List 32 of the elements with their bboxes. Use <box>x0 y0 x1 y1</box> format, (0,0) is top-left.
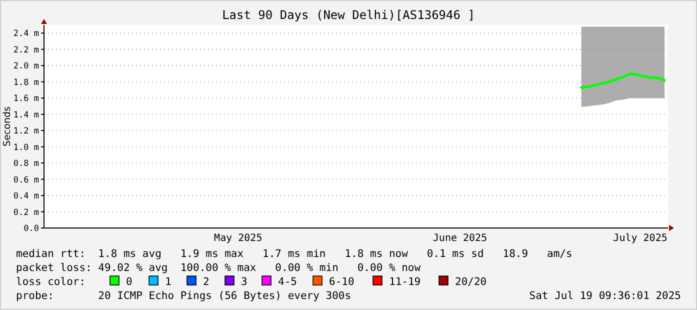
text: 11-19 <box>389 276 421 288</box>
text: Sat Jul 19 09:36:01 2025 <box>529 290 681 302</box>
y-axis-title: Seconds <box>2 106 13 146</box>
x-tick-label: July 2025 <box>613 233 668 244</box>
text: 6-10 <box>329 276 354 288</box>
y-tick-label: 1.6 m <box>13 94 39 104</box>
y-tick-label: 2.2 m <box>13 45 39 56</box>
y-tick-label: 2.4 m <box>13 29 39 40</box>
text: median rtt: 1.8 ms avg 1.9 ms max 1.7 ms min 1.8 ms now 0.1 ms sd 18.9 am/s <box>16 248 572 260</box>
y-tick-label: 0.6 m <box>13 175 39 186</box>
text: packet loss: 49.02 % avg 100.00 % max 0.00 % min 0.00 % now <box>16 262 422 274</box>
y-tick-label: 1.2 m <box>13 126 39 137</box>
y-tick-label: 0.2 m <box>13 208 39 218</box>
chart-title: Last 90 Days (New Delhi)[AS136946 ] <box>222 8 475 22</box>
text: 0 <box>126 276 132 288</box>
x-tick-label: June 2025 <box>432 233 488 244</box>
y-tick-label: 0.8 m <box>13 159 39 170</box>
text: probe: 20 ICMP Echo Pings (56 Bytes) every 300s <box>16 290 352 302</box>
y-tick-label: 0.0 <box>24 224 39 234</box>
y-tick-label: 2.0 m <box>13 62 39 72</box>
text: loss color: <box>16 276 86 288</box>
text: 2 <box>203 276 210 288</box>
text: 4-5 <box>278 276 297 288</box>
y-tick-label: 1.4 m <box>13 110 39 120</box>
y-tick-label: 0.4 m <box>13 192 39 202</box>
text: 20/20 <box>455 276 487 288</box>
text: 3 <box>241 276 248 288</box>
x-tick-label: May 2025 <box>214 233 262 244</box>
y-tick-label: 1.0 m <box>13 142 39 153</box>
y-tick-label: 1.8 m <box>13 78 39 88</box>
text: 1 <box>165 276 172 288</box>
line-series <box>580 72 666 89</box>
